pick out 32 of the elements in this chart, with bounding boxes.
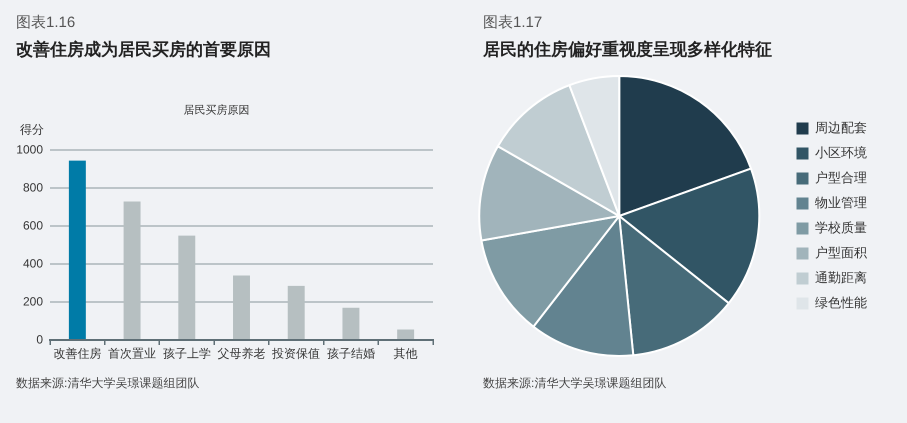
legend-label: 周边配套 [815, 120, 867, 136]
y-tick-label: 1000 [16, 142, 44, 157]
legend-label: 通勤距离 [815, 270, 867, 286]
legend-label: 户型面积 [815, 245, 867, 260]
x-tick-label: 孩子结婚 [326, 346, 375, 361]
x-tick-label: 改善住房 [53, 346, 102, 361]
source-note: 数据来源:清华大学吴璟课题组团队 [483, 375, 666, 392]
x-tick-label: 父母养老 [218, 346, 266, 361]
chart-title: 居民的住房偏好重视度呈现多样化特征 [483, 39, 772, 61]
text: 图表1.16 [16, 13, 76, 33]
y-tick-label: 600 [22, 218, 44, 232]
chart-subtitle: 居民买房原因 [184, 104, 250, 117]
bar [68, 160, 86, 339]
x-tick-label: 首次置业 [108, 346, 156, 361]
bar [342, 308, 360, 339]
legend-label: 学校质量 [815, 220, 867, 236]
legend-label: 小区环境 [815, 145, 867, 160]
legend-label: 物业管理 [815, 195, 867, 210]
chart-title: 改善住房成为居民买房的首要原因 [16, 39, 271, 61]
y-tick-label: 200 [22, 294, 44, 308]
y-tick-label: 400 [22, 256, 44, 270]
y-tick-label: 0 [36, 332, 44, 346]
legend-label: 绿色性能 [815, 295, 867, 310]
source-note: 数据来源:清华大学吴璟课题组团队 [16, 375, 200, 392]
text: 图表1.17 [483, 13, 542, 33]
bar [397, 330, 414, 339]
x-tick-label: 孩子上学 [162, 346, 211, 361]
y-tick-label: 800 [22, 180, 44, 194]
x-tick-label: 其他 [394, 346, 418, 361]
y-axis-title: 得分 [20, 122, 44, 137]
x-tick-label: 投资保值 [271, 346, 320, 361]
legend-label: 户型合理 [815, 170, 867, 186]
